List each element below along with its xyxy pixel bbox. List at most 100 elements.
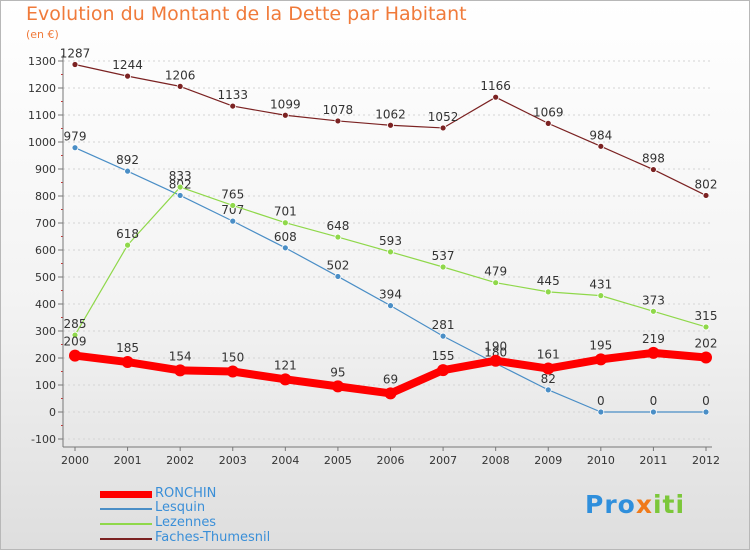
data-label-faches-thumesnil-2011: 898 <box>642 152 665 166</box>
y-tick-label-900: 900 <box>35 163 56 176</box>
data-point-faches-thumesnil-2000 <box>71 61 79 68</box>
data-label-faches-thumesnil-2005: 1078 <box>323 103 354 117</box>
data-label-lezennes-2008: 479 <box>484 265 507 279</box>
data-label-faches-thumesnil-2006: 1062 <box>375 107 406 121</box>
data-label-ronchin-2004: 121 <box>274 358 297 372</box>
data-label-ronchin-2008: 190 <box>484 340 507 354</box>
data-label-faches-thumesnil-2004: 1099 <box>270 97 301 111</box>
data-point-ronchin-2007 <box>437 364 450 377</box>
x-tick-label-2005: 2005 <box>324 454 352 467</box>
data-point-lezennes-2008 <box>492 279 500 287</box>
data-label-faches-thumesnil-2010: 984 <box>589 128 612 142</box>
legend-swatch-lezennes <box>100 523 152 525</box>
x-tick-label-2012: 2012 <box>692 454 720 467</box>
data-label-lesquin-2009: 82 <box>541 372 556 386</box>
x-tick-label-2007: 2007 <box>429 454 457 467</box>
series-line-lezennes <box>74 186 707 336</box>
data-point-lesquin-2007 <box>439 332 447 340</box>
data-point-ronchin-2009 <box>542 362 555 375</box>
x-tick-label-2002: 2002 <box>166 454 194 467</box>
data-label-faches-thumesnil-2012: 802 <box>695 177 718 191</box>
y-tick-label-1200: 1200 <box>28 82 56 95</box>
logo-part-iti: iti <box>652 490 686 519</box>
data-label-faches-thumesnil-2002: 1206 <box>165 68 196 82</box>
y-tick-label-0: 0 <box>49 406 56 419</box>
proxiti-logo: Proxiti <box>585 490 685 519</box>
legend-item-ronchin: RONCHIN <box>100 486 360 502</box>
y-tick-label-100: 100 <box>35 379 56 392</box>
x-tick-label-2009: 2009 <box>534 454 562 467</box>
data-label-ronchin-2002: 154 <box>169 349 192 363</box>
legend-swatch-lesquin <box>100 508 152 510</box>
data-label-lesquin-2012: 0 <box>702 394 710 408</box>
data-label-faches-thumesnil-2003: 1133 <box>217 88 248 102</box>
data-point-lesquin-2005 <box>334 273 342 280</box>
data-point-faches-thumesnil-2005 <box>334 117 342 125</box>
data-label-lesquin-2000: 979 <box>64 130 87 144</box>
x-tick-label-2000: 2000 <box>61 454 89 467</box>
data-label-lezennes-2000: 285 <box>64 317 87 331</box>
y-tick-label-1000: 1000 <box>28 136 56 149</box>
data-point-faches-thumesnil-2011 <box>650 166 657 173</box>
y-tick-label-200: 200 <box>35 352 56 365</box>
data-label-ronchin-2005: 95 <box>330 365 345 379</box>
data-point-lezennes-2011 <box>650 307 657 315</box>
data-label-ronchin-2009: 161 <box>537 348 560 362</box>
data-point-faches-thumesnil-2010 <box>597 142 605 150</box>
data-label-lezennes-2012: 315 <box>695 309 718 323</box>
chart-title: Evolution du Montant de la Dette par Hab… <box>26 3 467 25</box>
data-point-ronchin-2011 <box>647 346 660 359</box>
data-point-faches-thumesnil-2006 <box>387 121 394 129</box>
data-label-faches-thumesnil-2007: 1052 <box>428 110 459 124</box>
data-label-lezennes-2001: 618 <box>116 227 139 241</box>
data-point-ronchin-2001 <box>121 356 134 369</box>
data-point-lezennes-2010 <box>597 292 605 300</box>
x-tick-label-2004: 2004 <box>271 454 299 467</box>
data-label-lezennes-2005: 648 <box>326 219 349 233</box>
data-point-lesquin-2006 <box>387 302 394 310</box>
legend-item-faches-thumesnil: Faches-Thumesnil <box>100 530 360 546</box>
legend-item-lesquin: Lesquin <box>100 500 360 516</box>
legend-label-faches-thumesnil: Faches-Thumesnil <box>155 530 271 545</box>
data-label-ronchin-2001: 185 <box>116 341 139 355</box>
data-point-faches-thumesnil-2002 <box>176 82 184 90</box>
data-point-faches-thumesnil-2001 <box>124 72 131 80</box>
data-point-ronchin-2010 <box>594 353 607 366</box>
legend-item-lezennes: Lezennes <box>100 515 360 531</box>
data-point-faches-thumesnil-2004 <box>281 111 289 119</box>
data-point-lesquin-2012 <box>702 408 710 416</box>
legend-swatch-faches-thumesnil <box>100 538 152 540</box>
data-label-ronchin-2006: 69 <box>383 372 398 386</box>
data-point-faches-thumesnil-2007 <box>439 124 447 132</box>
y-tick-label-600: 600 <box>35 244 56 257</box>
data-label-lezennes-2002: 833 <box>169 169 192 183</box>
data-point-lezennes-2000 <box>71 331 79 339</box>
y-tick-label-1100: 1100 <box>28 109 56 122</box>
x-tick-label-2011: 2011 <box>639 454 667 467</box>
data-label-ronchin-2010: 195 <box>589 338 612 352</box>
data-point-lezennes-2006 <box>387 248 394 256</box>
y-tick-label-1300: 1300 <box>28 55 56 68</box>
data-label-lesquin-2006: 394 <box>379 288 402 302</box>
legend-label-lesquin: Lesquin <box>155 500 206 515</box>
data-label-lesquin-2010: 0 <box>597 394 605 408</box>
data-label-lezennes-2010: 431 <box>589 278 612 292</box>
data-point-lezennes-2005 <box>334 233 342 241</box>
data-point-ronchin-2003 <box>226 365 239 378</box>
data-label-lezennes-2009: 445 <box>537 274 560 288</box>
legend-label-lezennes: Lezennes <box>155 515 217 530</box>
data-label-ronchin-2007: 155 <box>432 349 455 363</box>
data-label-faches-thumesnil-2009: 1069 <box>533 105 564 119</box>
data-point-lesquin-2010 <box>597 408 605 416</box>
data-point-lesquin-2000 <box>71 144 79 152</box>
data-point-ronchin-2008 <box>489 354 502 367</box>
data-label-lesquin-2008: 180 <box>484 345 507 359</box>
data-point-lesquin-2002 <box>176 192 184 199</box>
legend-swatch-ronchin <box>100 491 152 498</box>
data-point-lesquin-2011 <box>650 408 657 416</box>
data-label-faches-thumesnil-2001: 1244 <box>112 58 143 72</box>
x-tick-label-2008: 2008 <box>482 454 510 467</box>
x-tick-label-2003: 2003 <box>219 454 247 467</box>
data-label-lezennes-2007: 537 <box>432 249 455 263</box>
